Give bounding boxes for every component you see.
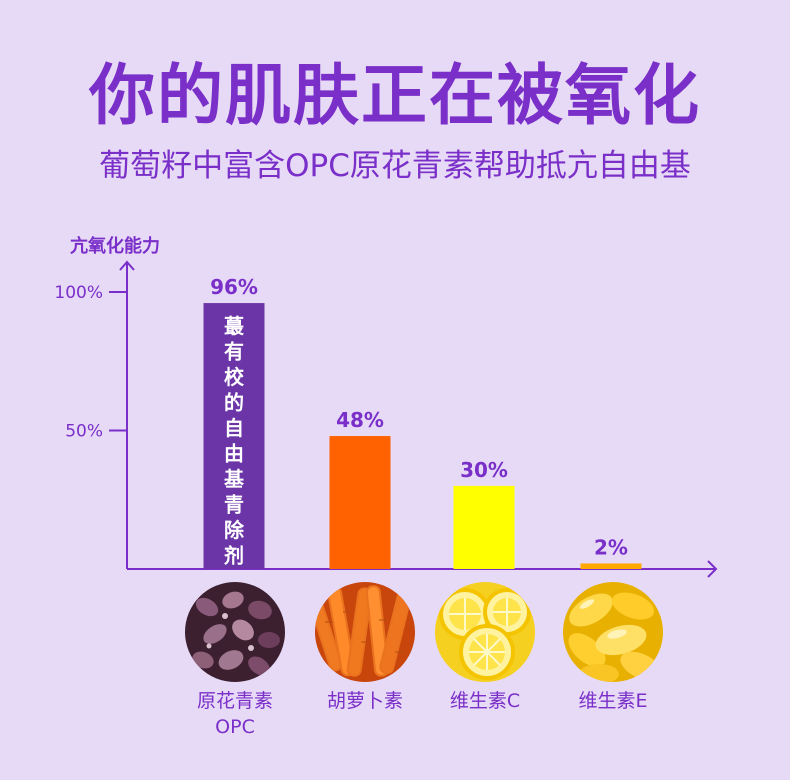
lemon-slices-photo (435, 582, 535, 682)
label-vitamin-c: 维生素C (405, 688, 565, 714)
label-carotene: 胡萝卜素 (285, 688, 445, 714)
bar-1 (329, 436, 391, 569)
page-title: 你的肌肤正在被氧化 (89, 57, 701, 134)
carrots-photo (315, 582, 415, 682)
bar-value-label-1: 48% (336, 408, 384, 432)
label-opc-line2: OPC (215, 716, 255, 738)
bar-inner-char-1: 有 (224, 340, 244, 364)
bar-inner-char-6: 基 (224, 467, 245, 491)
label-carotene-line1: 胡萝卜素 (326, 690, 403, 712)
y-tick-label-1: 50% (65, 422, 103, 442)
bar-value-label-0: 96% (210, 275, 258, 299)
bar-inner-char-5: 由 (224, 442, 244, 466)
bar-inner-char-3: 的 (224, 391, 244, 415)
grape-seeds-photo (185, 582, 285, 682)
bar-inner-char-9: 剂 (224, 544, 244, 568)
label-vitamin-e-line1: 维生素E (578, 690, 648, 712)
bar-inner-char-4: 自 (224, 416, 244, 440)
bar-inner-char-8: 除 (224, 518, 245, 542)
page-subtitle: 葡萄籽中富含OPC原花青素帮助抵亢自由基 (99, 148, 691, 184)
x-axis-arrow (707, 560, 718, 578)
bar-inner-char-0: 蕞 (224, 314, 245, 338)
label-vitamin-e: 维生素E (533, 688, 693, 714)
bar-inner-char-2: 校 (224, 365, 245, 389)
y-axis-arrow (119, 260, 135, 271)
label-vitamin-c-line1: 维生素C (449, 690, 521, 712)
bar-inner-char-7: 青 (224, 493, 244, 517)
y-tick-label-0: 100% (54, 283, 103, 303)
bar-3 (580, 563, 642, 569)
bar-value-label-3: 2% (594, 535, 628, 559)
vitamin-e-capsules-photo (563, 582, 663, 682)
label-opc: 原花青素 OPC (155, 688, 315, 740)
bar-0 (203, 303, 265, 569)
y-axis-label: 亢氧化能力 (70, 235, 160, 257)
label-opc-line1: 原花青素 (196, 690, 273, 712)
bar-value-label-2: 30% (460, 458, 508, 482)
bar-2 (453, 485, 515, 569)
